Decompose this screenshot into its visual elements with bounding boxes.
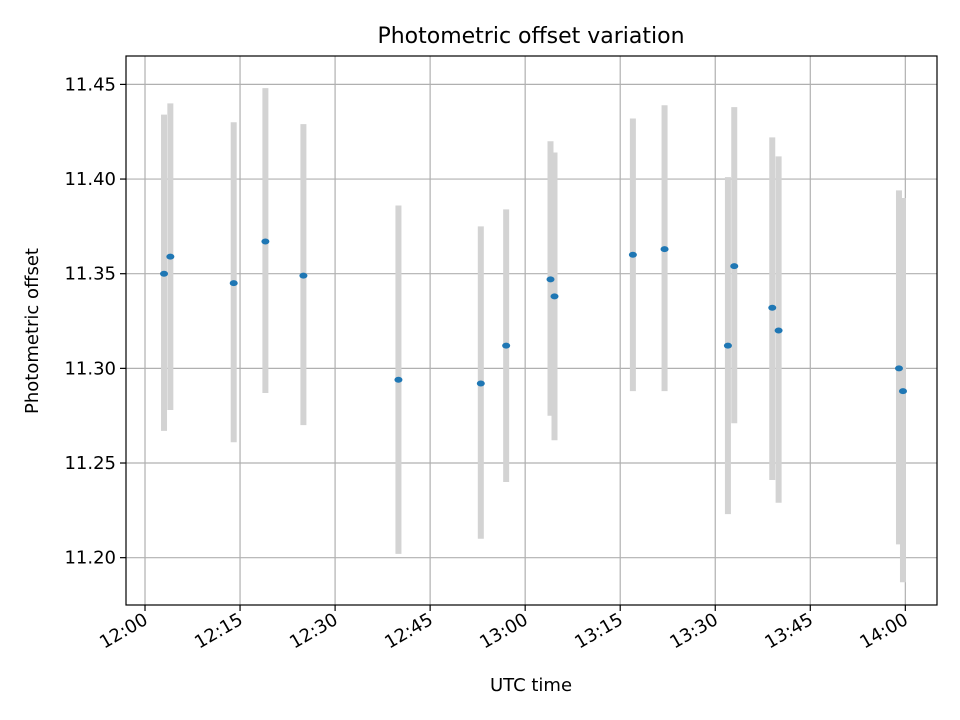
grid xyxy=(126,56,937,605)
y-axis-label: Photometric offset xyxy=(22,248,43,414)
data-point xyxy=(546,276,555,283)
data-point xyxy=(476,380,485,387)
y-tick-label: 11.40 xyxy=(64,169,116,190)
data-point xyxy=(660,246,669,253)
data-point xyxy=(160,270,169,277)
data-points xyxy=(160,238,907,395)
data-point xyxy=(730,263,739,270)
error-bars xyxy=(161,88,906,583)
data-point xyxy=(898,388,907,395)
data-point xyxy=(628,251,637,258)
x-tick-label: 12:30 xyxy=(286,609,341,653)
x-tick-label: 13:15 xyxy=(571,609,626,653)
data-point xyxy=(550,293,559,300)
x-tick-label: 12:00 xyxy=(96,609,151,653)
x-tick-label: 13:00 xyxy=(476,609,531,653)
x-tick-label: 12:45 xyxy=(381,609,436,653)
y-tick-label: 11.35 xyxy=(64,264,116,285)
data-point xyxy=(299,272,308,279)
y-tick-label: 11.30 xyxy=(64,358,116,379)
x-axis: 12:00 12:15 12:30 12:45 13:00 13:15 13:30 13:45… xyxy=(96,605,912,653)
x-tick-label: 12:15 xyxy=(191,609,246,653)
data-point xyxy=(166,253,175,260)
chart-title: Photometric offset variation xyxy=(377,24,684,49)
data-point xyxy=(723,342,732,349)
plot-frame xyxy=(125,55,938,606)
y-tick-label: 11.45 xyxy=(64,74,116,95)
x-axis-label: UTC time xyxy=(490,675,572,696)
data-point xyxy=(774,327,783,334)
data-point xyxy=(894,365,903,372)
data-point xyxy=(502,342,511,349)
y-tick-label: 11.20 xyxy=(64,548,116,569)
x-tick-label: 13:30 xyxy=(666,609,721,653)
x-tick-label: 13:45 xyxy=(761,609,816,653)
data-point xyxy=(229,280,238,287)
data-point xyxy=(261,238,270,245)
y-tick-label: 11.25 xyxy=(64,453,116,474)
data-point xyxy=(768,304,777,311)
data-point xyxy=(394,376,403,383)
y-axis: 11.20 11.25 11.30 11.35 11.40 11.45 xyxy=(64,74,126,569)
x-tick-label: 14:00 xyxy=(856,609,911,653)
